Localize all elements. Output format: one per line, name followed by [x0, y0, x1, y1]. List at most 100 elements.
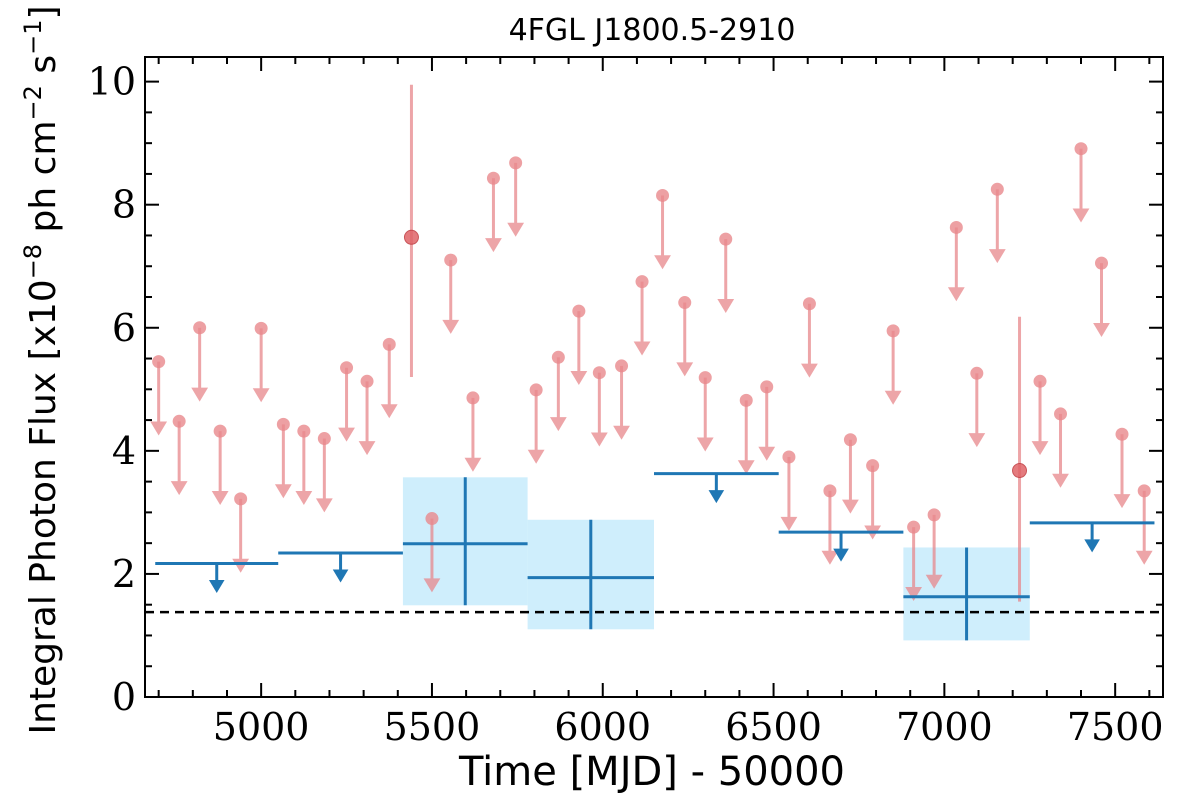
- long-bin-detection-2: [903, 547, 1030, 641]
- short-bin-upper-limit-10: [358, 374, 376, 456]
- short-bin-upper-limit-17: [527, 383, 545, 464]
- short-upper-limit-arrow-34: [884, 330, 902, 405]
- short-upper-limit-arrow-10: [358, 381, 376, 456]
- short-upper-limit-arrow-26: [717, 239, 735, 313]
- short-upper-limit-marker-31: [823, 484, 837, 498]
- short-upper-limit-arrow-7-head: [295, 491, 313, 505]
- short-upper-limit-marker-3: [213, 424, 227, 438]
- short-upper-limit-arrow-39: [988, 189, 1006, 264]
- short-upper-limit-marker-35: [907, 520, 921, 534]
- short-upper-limit-marker-28: [760, 380, 774, 394]
- short-upper-limit-marker-6: [276, 417, 290, 431]
- short-upper-limit-arrow-28: [758, 386, 776, 461]
- short-upper-limit-marker-21: [615, 359, 629, 373]
- short-upper-limit-arrow-37-head: [947, 287, 965, 302]
- short-upper-limit-arrow-44: [1113, 434, 1131, 509]
- long-upper-limit-arrow-2-head: [708, 490, 725, 504]
- short-bin-upper-limit-38: [968, 366, 986, 448]
- short-upper-limit-arrow-30-head: [801, 363, 818, 378]
- short-bin-upper-limit-14: [464, 391, 482, 472]
- short-upper-limit-arrow-27: [737, 400, 755, 475]
- long-upper-limit-arrow-0-head: [208, 580, 225, 593]
- short-upper-limit-arrow-3-head: [211, 491, 229, 505]
- long-upper-limit-arrow-1: [332, 553, 349, 583]
- short-upper-limit-marker-1: [172, 414, 186, 428]
- short-upper-limit-arrow-18: [549, 357, 567, 432]
- y-tick-label: 2: [112, 552, 136, 596]
- short-upper-limit-marker-41: [1054, 407, 1068, 421]
- short-upper-limit-arrow-29-head: [780, 516, 798, 531]
- short-upper-limit-marker-22: [635, 275, 649, 289]
- short-bin-upper-limit-24: [676, 296, 694, 377]
- x-tick-label: 7000: [896, 705, 993, 749]
- short-upper-limit-arrow-7: [295, 431, 313, 505]
- x-tick-label: 6000: [554, 705, 651, 749]
- short-bin-upper-limit-32: [842, 433, 859, 514]
- short-upper-limit-arrow-45: [1135, 490, 1153, 565]
- short-upper-limit-arrow-32-head: [842, 499, 859, 514]
- plot-area: 5000 5500 6000 6500 7000 7500 0 2 4 6 8 10: [88, 56, 1164, 749]
- short-upper-limit-arrow-33: [864, 465, 882, 540]
- short-upper-limit-arrow-23: [654, 195, 671, 270]
- short-upper-limit-arrow-8: [315, 438, 333, 513]
- short-bin-upper-limit-44: [1113, 427, 1131, 509]
- short-upper-limit-marker-11: [382, 337, 396, 351]
- short-upper-limit-marker-34: [886, 324, 900, 338]
- short-bin-upper-limit-21: [613, 359, 630, 440]
- short-upper-limit-arrow-41: [1052, 413, 1069, 488]
- short-bin-upper-limit-9: [338, 361, 355, 442]
- long-bin-upper-limit-3: [778, 530, 904, 562]
- long-upper-limit-arrow-3: [833, 532, 849, 562]
- short-upper-limit-arrow-15-head: [485, 238, 502, 253]
- short-upper-limit-arrow-2-head: [191, 387, 209, 402]
- y-tick-label: 6: [112, 306, 136, 350]
- short-upper-limit-marker-44: [1115, 427, 1129, 441]
- short-upper-limit-arrow-11-head: [380, 404, 398, 419]
- short-upper-limit-arrow-1: [170, 421, 188, 496]
- short-upper-limit-arrow-4: [232, 498, 250, 573]
- short-upper-limit-arrow-15: [485, 178, 502, 253]
- short-upper-limit-arrow-24: [676, 302, 694, 377]
- short-upper-limit-arrow-44-head: [1113, 494, 1131, 509]
- short-upper-limit-marker-36: [927, 508, 941, 522]
- short-upper-limit-marker-7: [297, 424, 311, 438]
- short-upper-limit-marker-19: [572, 304, 586, 318]
- short-upper-limit-arrow-1-head: [170, 481, 188, 496]
- short-bin-upper-limit-2: [191, 321, 209, 402]
- short-upper-limit-marker-13: [444, 253, 458, 267]
- y-axis-label-exp3: −1: [19, 20, 47, 55]
- short-upper-limit-marker-29: [782, 450, 796, 464]
- short-upper-limit-marker-30: [802, 297, 816, 311]
- short-bin-upper-limit-16: [507, 156, 525, 237]
- y-axis-label-pre: Integral Photon Flux [x10: [23, 279, 64, 734]
- short-bin-upper-limit-25: [696, 371, 714, 452]
- short-upper-limit-arrow-14-head: [464, 457, 482, 472]
- short-upper-limit-arrow-42-head: [1072, 208, 1090, 223]
- short-upper-limit-arrow-42: [1072, 148, 1090, 223]
- short-bin-upper-limit-34: [884, 324, 902, 405]
- short-upper-limit-arrow-22-head: [633, 341, 651, 356]
- short-upper-limit-arrow-0-head: [150, 421, 168, 436]
- short-upper-limit-arrow-13-head: [442, 319, 460, 334]
- long-upper-limit-arrow-1-head: [332, 569, 349, 583]
- y-axis-label-exp2: −2: [19, 85, 47, 120]
- short-bin-upper-limit-6: [274, 417, 292, 499]
- short-upper-limit-marker-25: [698, 371, 712, 385]
- short-bin-upper-limit-40: [1031, 374, 1049, 456]
- short-upper-limit-arrow-28-head: [758, 446, 776, 461]
- short-upper-limit-arrow-12-head: [423, 578, 441, 593]
- short-upper-limit-arrow-21-head: [613, 425, 630, 440]
- short-upper-limit-arrow-16: [507, 162, 525, 237]
- short-upper-limit-marker-9: [340, 361, 354, 375]
- short-upper-limit-marker-39: [990, 182, 1004, 196]
- short-upper-limit-arrow-38-head: [968, 433, 986, 448]
- short-bin-upper-limit-0: [150, 355, 168, 436]
- y-axis-ticks: 0 2 4 6 8 10: [88, 60, 1163, 719]
- short-upper-limit-marker-17: [529, 383, 543, 397]
- short-bin-upper-limit-26: [717, 232, 735, 313]
- short-upper-limit-marker-0: [152, 355, 166, 369]
- short-upper-limit-arrow-35: [905, 527, 923, 601]
- x-axis-ticks: 5000 5500 6000 6500 7000 7500: [157, 57, 1164, 749]
